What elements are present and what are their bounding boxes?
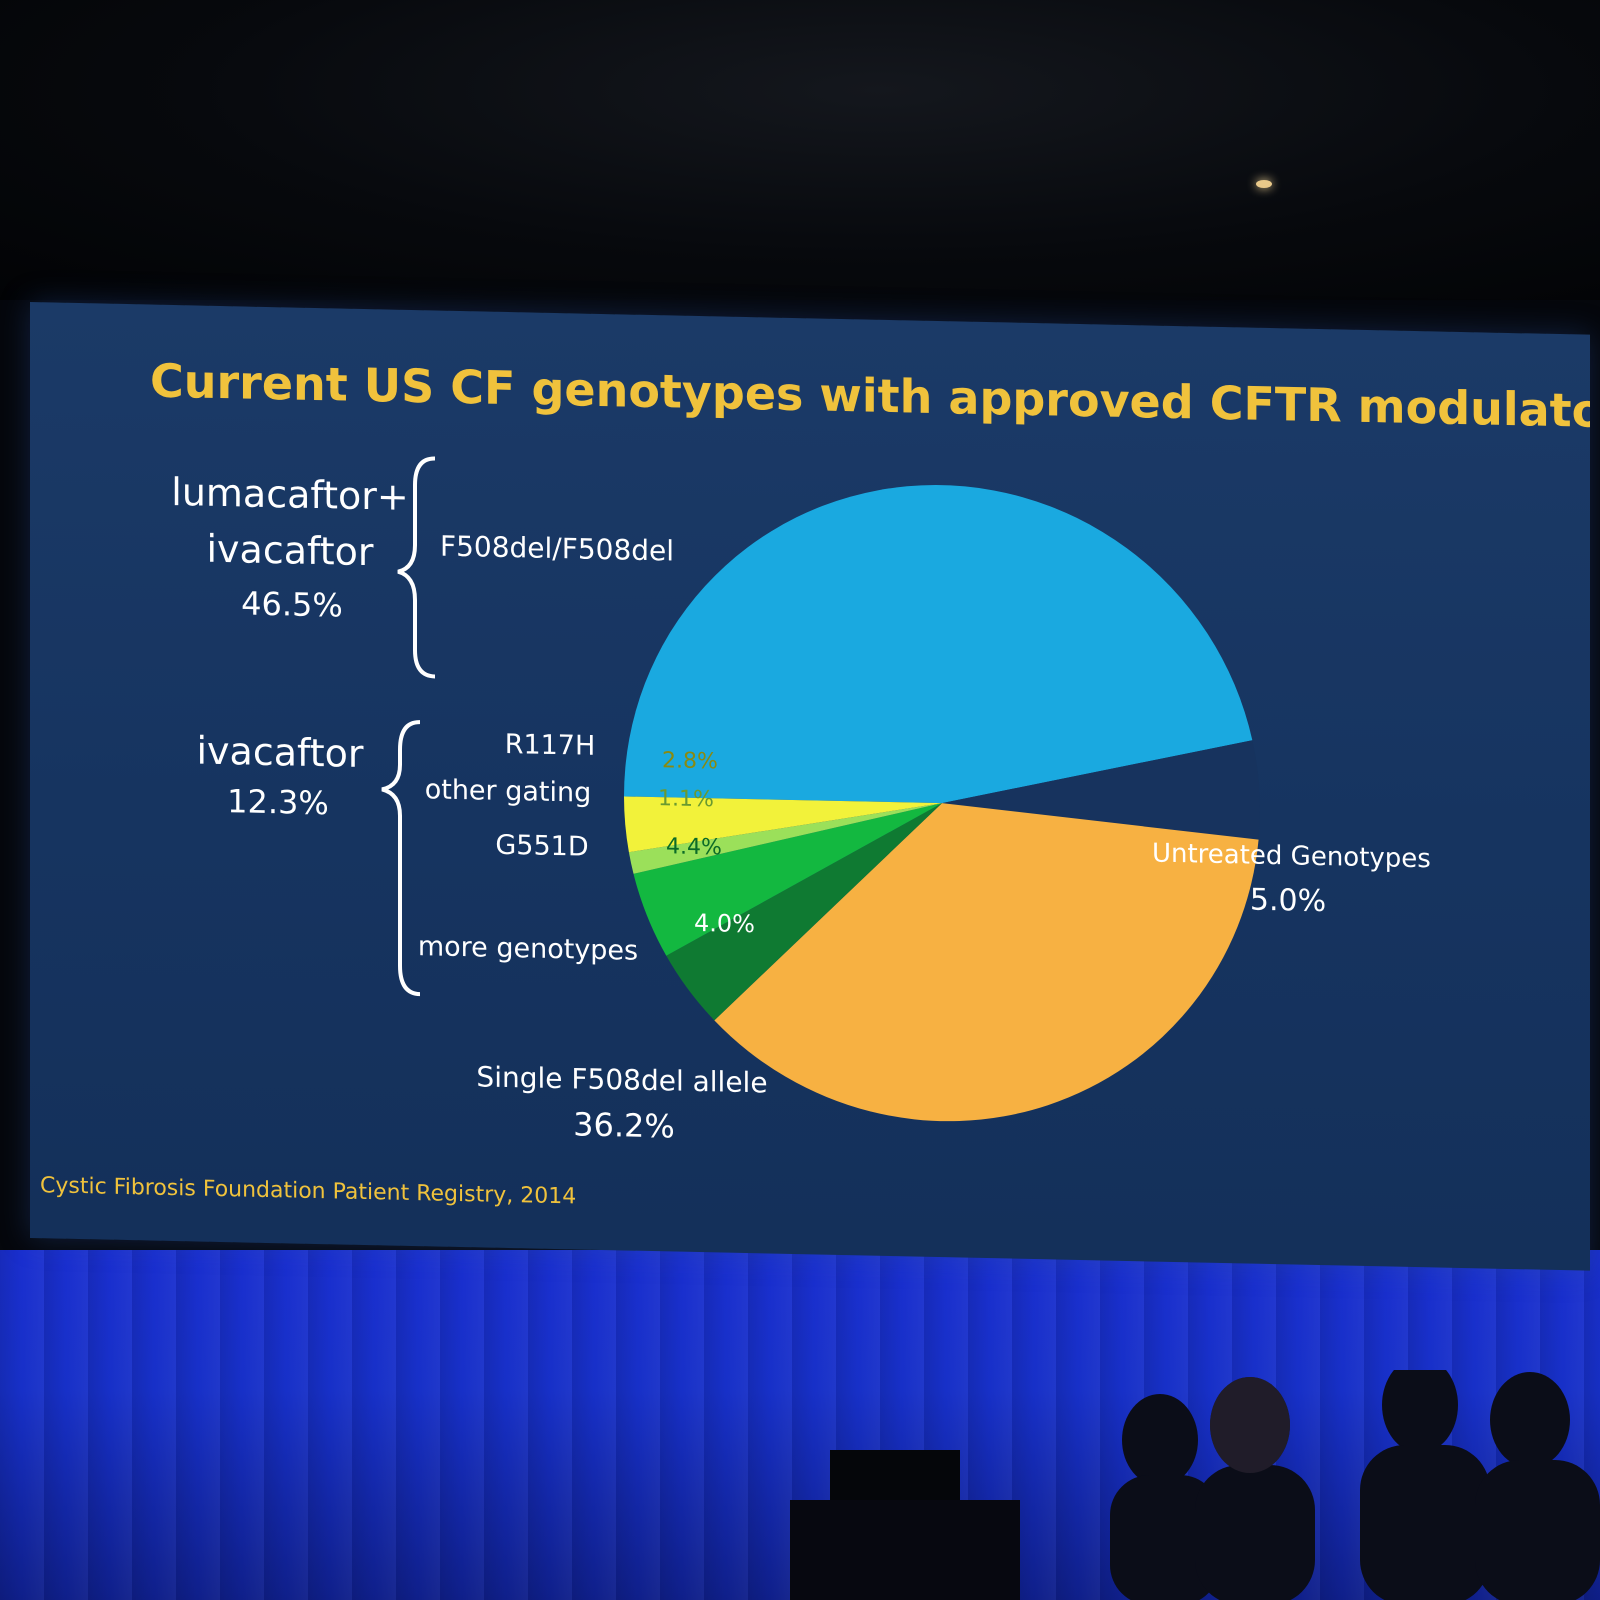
slice-label-untreated-genotypes: Untreated Genotypes: [1152, 839, 1431, 875]
slice-value-untreated-genotypes: 5.0%: [1250, 883, 1326, 920]
pie-chart: [624, 485, 1260, 1122]
slice-label-other-gating: other gating: [425, 774, 592, 808]
group-ivacaftor-line1: ivacaftor: [197, 728, 364, 776]
pie-slice-f508del-f508del: [624, 485, 1253, 804]
projection-screen: Current US CF genotypes with approved CF…: [30, 302, 1590, 1271]
pie-slice-more-genotypes: [666, 803, 942, 1021]
slice-value-other-gating: 1.1%: [658, 786, 714, 812]
slice-label-r117h: R117H: [505, 729, 596, 762]
slice-label-g551d: G551D: [495, 830, 588, 863]
pie-labels: F508del/F508del Untreated Genotypes 5.0% Si…: [418, 530, 1431, 1146]
pie-slice-untreated-genotypes: [942, 740, 1260, 840]
group-ivacaftor-percent: 12.3%: [227, 782, 329, 822]
slice-value-single-f508del-allele: 36.2%: [573, 1105, 675, 1145]
brace-ivacaftor: [381, 720, 421, 997]
group-lumacaftor-line2: ivacaftor: [207, 527, 374, 575]
podium-silhouette: [790, 1450, 1020, 1600]
slide-canvas: Current US CF genotypes with approved CF…: [40, 354, 1590, 1210]
slice-label-f508del-f508del: F508del/F508del: [440, 530, 674, 568]
audience-silhouettes: [1110, 1370, 1600, 1600]
slice-label-more-genotypes: more genotypes: [418, 931, 638, 967]
pie-slice-other-gating: [628, 803, 942, 874]
pie-slice-single-f508del-allele: [714, 803, 1259, 1122]
ceiling-light: [1256, 180, 1272, 188]
slice-label-single-f508del-allele: Single F508del allele: [476, 1060, 767, 1099]
brace-lumacaftor: [397, 456, 436, 679]
slice-value-r117h: 2.8%: [662, 748, 718, 774]
pie-slice-r117h: [624, 796, 942, 853]
slide-title: Current US CF genotypes with approved CF…: [150, 354, 1590, 439]
slide-source: Cystic Fibrosis Foundation Patient Regis…: [40, 1173, 576, 1209]
room-background: [0, 0, 1600, 300]
slice-value-g551d: 4.4%: [666, 834, 722, 860]
group-lumacaftor-line1: lumacaftor+: [171, 470, 408, 519]
slice-value-more-genotypes: 4.0%: [694, 909, 755, 938]
group-lumacaftor-percent: 46.5%: [241, 584, 343, 624]
pie-slice-g551d: [633, 803, 942, 956]
